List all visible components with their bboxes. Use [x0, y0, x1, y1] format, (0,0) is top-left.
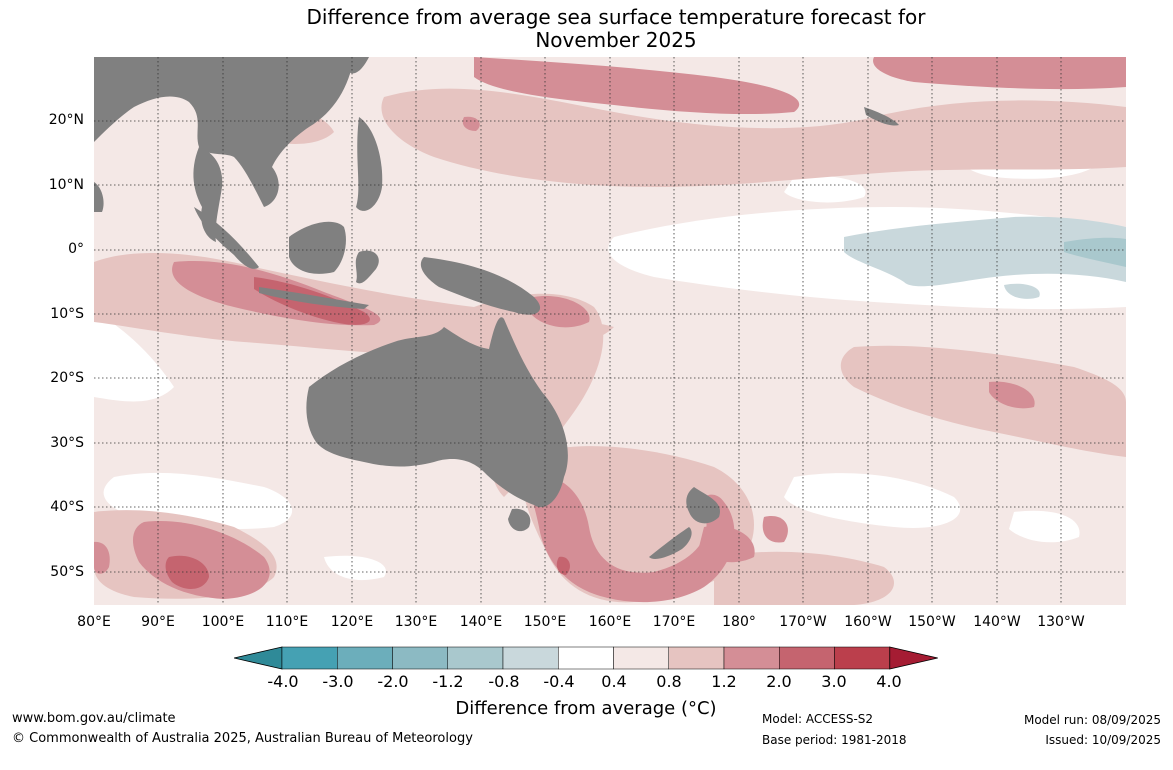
asia-mainland: [94, 57, 354, 207]
sumatra: [194, 207, 259, 269]
medium-pink-anomaly-areas: [94, 57, 1126, 603]
lon-label-180: 180°: [722, 614, 756, 630]
lat-label-10s: 10°S: [50, 306, 84, 322]
colorbar-swatch: [281, 646, 338, 670]
colorbar-tick: -4.0: [267, 672, 299, 691]
colorbar: [234, 646, 938, 670]
tasmania: [508, 508, 531, 532]
colorbar-swatch: [613, 646, 669, 670]
lon-label-130w: 130°W: [1037, 614, 1085, 630]
sri-lanka-tip: [94, 182, 104, 212]
colorbar-tick: 3.0: [821, 672, 847, 691]
colorbar-tick: -2.0: [377, 672, 409, 691]
new-zealand: [649, 487, 720, 560]
lon-label-150w: 150°W: [908, 614, 956, 630]
lat-label-50s: 50°S: [50, 564, 84, 580]
lon-label-140w: 140°W: [973, 614, 1021, 630]
colorbar-tick: -0.8: [488, 672, 520, 691]
lon-label-100e: 100°E: [201, 614, 245, 630]
chart-title: Difference from average sea surface temp…: [0, 6, 1173, 52]
title-line-1: Difference from average sea surface temp…: [306, 5, 926, 29]
lon-label-130e: 130°E: [394, 614, 438, 630]
colorbar-swatch: [723, 646, 780, 670]
colorbar-label: Difference from average (°C): [455, 698, 717, 719]
colorbar-tick: -3.0: [322, 672, 354, 691]
indochina-peninsula: [193, 147, 223, 242]
issued-date: Issued: 10/09/2025: [1045, 733, 1161, 747]
lon-label-160e: 160°E: [588, 614, 632, 630]
colorbar-tick: 4.0: [876, 672, 902, 691]
colorbar-extend-high: [889, 646, 938, 670]
longitude-gridlines: [157, 57, 1062, 605]
lon-label-170w: 170°W: [779, 614, 827, 630]
colorbar-tick: -0.4: [543, 672, 575, 691]
lat-label-20n: 20°N: [48, 112, 84, 128]
lat-label-10n: 10°N: [48, 177, 84, 193]
negative-anomaly-areas: [844, 216, 1126, 299]
lon-label-150e: 150°E: [523, 614, 567, 630]
colorbar-swatches: [234, 646, 938, 670]
philippines: [356, 117, 383, 211]
lon-label-140e: 140°E: [459, 614, 503, 630]
colorbar-swatch: [502, 646, 559, 670]
lat-label-40s: 40°S: [50, 499, 84, 515]
colorbar-swatch: [447, 646, 504, 670]
moderate-negative-anomaly-area: [1064, 237, 1126, 267]
lon-label-80e: 80°E: [77, 614, 111, 630]
lon-label-160w: 160°W: [844, 614, 892, 630]
java: [259, 287, 369, 309]
colorbar-swatch: [392, 646, 448, 670]
lon-label-90e: 90°E: [141, 614, 175, 630]
lat-label-0: 0°: [68, 241, 84, 257]
japan-fragment: [349, 57, 369, 74]
colorbar-swatch: [779, 646, 835, 670]
lat-label-20s: 20°S: [50, 370, 84, 386]
lat-label-30s: 30°S: [50, 435, 84, 451]
colorbar-tick: 0.4: [601, 672, 627, 691]
copyright-notice: © Commonwealth of Australia 2025, Austra…: [12, 731, 473, 746]
colorbar-swatch: [558, 646, 614, 670]
land-masses: [94, 57, 899, 560]
colorbar-tick: 1.2: [711, 672, 737, 691]
base-period: Base period: 1981-2018: [762, 733, 907, 747]
website-link[interactable]: www.bom.gov.au/climate: [12, 711, 176, 726]
new-guinea: [420, 257, 541, 315]
lon-label-110e: 110°E: [265, 614, 309, 630]
sulawesi: [355, 250, 379, 284]
title-line-2: November 2025: [535, 28, 697, 52]
colorbar-swatch: [834, 646, 890, 670]
sst-anomaly-map: [94, 57, 1126, 605]
colorbar-swatch: [668, 646, 725, 670]
lon-label-170e: 170°E: [652, 614, 696, 630]
colorbar-tick: 0.8: [656, 672, 682, 691]
colorbar-extend-low: [234, 646, 283, 670]
colorbar-tick: -1.2: [432, 672, 464, 691]
australia: [306, 317, 568, 508]
lon-label-120e: 120°E: [330, 614, 374, 630]
colorbar-tick: 2.0: [766, 672, 792, 691]
model-name: Model: ACCESS-S2: [762, 712, 874, 726]
colorbar-swatch: [337, 646, 393, 670]
model-run-date: Model run: 08/09/2025: [1023, 713, 1161, 727]
borneo: [289, 221, 346, 274]
